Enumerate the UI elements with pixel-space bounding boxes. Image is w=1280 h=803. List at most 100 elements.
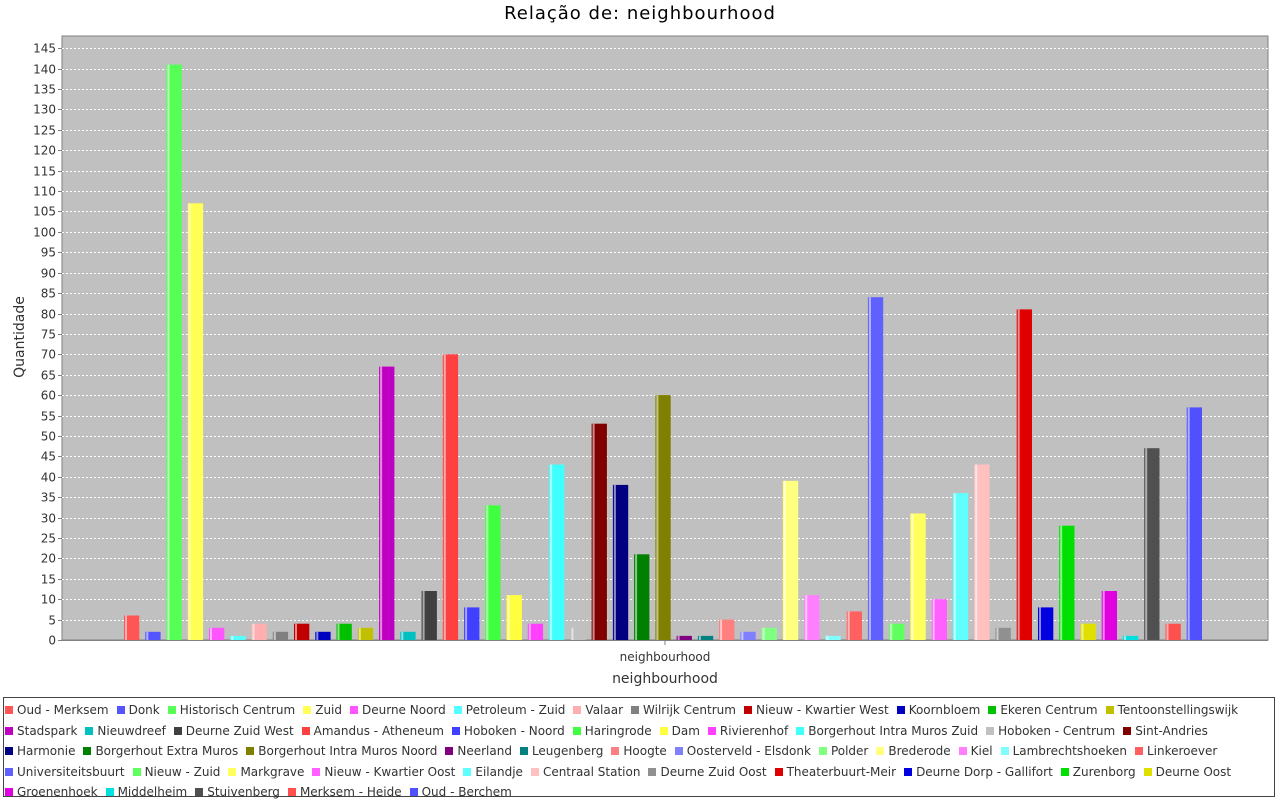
x-axis-label: neighbourhood: [612, 671, 718, 687]
bar: [846, 611, 862, 640]
legend-label: Markgrave: [240, 764, 305, 779]
legend-label: Lambrechtshoeken: [1012, 744, 1127, 759]
y-tick-label: 130: [33, 103, 56, 117]
bar-highlight: [698, 635, 701, 640]
bar: [761, 627, 777, 640]
legend-swatch: [85, 726, 94, 735]
bar: [1059, 525, 1075, 640]
legend-item: Nieuw - Zuid: [132, 762, 220, 783]
legend-item: Nieuwdreef: [85, 721, 166, 742]
bar: [145, 631, 161, 640]
legend-label: Borgerhout Extra Muros: [95, 744, 239, 759]
legend-swatch: [116, 706, 125, 715]
legend-swatch: [5, 726, 13, 735]
bar: [676, 635, 692, 640]
legend-label: Deurne Zuid Oost: [660, 764, 767, 779]
legend-item: Ekeren Centrum: [988, 700, 1098, 721]
y-tick-label: 40: [41, 471, 56, 485]
bar-highlight: [1187, 407, 1190, 640]
legend-swatch: [648, 767, 657, 776]
bar-highlight: [1081, 623, 1084, 640]
bar-highlight: [868, 297, 871, 640]
legend-item: Borgerhout Extra Muros: [83, 741, 238, 762]
legend-item: Nieuw - Kwartier West: [743, 700, 889, 721]
bar: [166, 64, 182, 641]
bar-highlight: [1145, 448, 1148, 640]
legend-item: Universiteitsbuurt: [5, 762, 125, 783]
legend-swatch: [774, 767, 783, 776]
bar: [485, 505, 501, 640]
legend-item: Deurne Noord: [350, 700, 446, 721]
legend-item: Donk: [116, 700, 160, 721]
legend-swatch: [246, 747, 255, 756]
bar: [1080, 623, 1096, 640]
legend-item: Sint-Andries: [1123, 721, 1208, 742]
bar: [315, 631, 331, 640]
legend-label: Oud - Berchem: [421, 785, 512, 800]
legend-swatch: [876, 747, 885, 756]
legend-item: Leugenberg: [519, 741, 603, 762]
legend-item: Wilrijk Centrum: [631, 700, 736, 721]
legend-swatch: [301, 726, 310, 735]
legend-label: Groenenhoek: [17, 785, 98, 800]
legend-swatch: [105, 788, 114, 797]
y-tick-label: 125: [33, 124, 56, 138]
bar-highlight: [890, 623, 893, 640]
bar-highlight: [295, 623, 297, 640]
legend-label: Nieuw - Kwartier Oost: [324, 764, 456, 779]
bar: [379, 366, 395, 640]
legend-swatch: [228, 767, 237, 776]
bar-highlight: [826, 635, 829, 640]
legend-label: Neerland: [457, 744, 512, 759]
legend-swatch: [173, 726, 182, 735]
bar: [910, 513, 926, 640]
bar: [442, 354, 459, 640]
legend-label: Universiteitsbuurt: [17, 764, 125, 779]
bar-highlight: [741, 631, 744, 640]
legend-label: Borgerhout Intra Muros Zuid: [808, 723, 979, 738]
y-tick-label: 25: [41, 532, 56, 546]
bar-highlight: [783, 480, 786, 640]
legend-swatch: [453, 706, 462, 715]
legend-swatch: [818, 747, 827, 756]
legend-item: Borgerhout Intra Muros Noord: [246, 741, 437, 762]
bar-highlight: [146, 631, 149, 640]
bar: [357, 627, 374, 640]
bar: [697, 635, 714, 640]
bar: [1101, 591, 1117, 640]
bar-highlight: [635, 554, 638, 640]
bar-highlight: [252, 623, 255, 640]
legend-label: Amandus - Atheneum: [313, 723, 444, 738]
legend-label: Wilrijk Centrum: [643, 703, 736, 718]
legend-swatch: [986, 726, 995, 735]
legend-label: Linkeroever: [1146, 744, 1218, 759]
bar: [1186, 407, 1202, 640]
legend-item: Groenenhoek: [5, 782, 98, 803]
legend-swatch: [896, 706, 905, 715]
legend-label: Nieuwdreef: [97, 723, 166, 738]
y-tick-label: 115: [33, 165, 56, 179]
bar-highlight: [1166, 623, 1169, 640]
bar: [1016, 309, 1032, 640]
chart-plot: 0 5 10 15 20 25 30 35 40 45 50 55 60 65 70 75 80 85 90 95 10…: [33, 35, 1269, 648]
bar: [974, 464, 990, 640]
bar-highlight: [188, 203, 191, 641]
legend-item: Oosterveld - Elsdonk: [674, 741, 811, 762]
legend-swatch: [167, 706, 176, 715]
legend-label: Centraal Station: [542, 764, 641, 779]
legend-label: Stadspark: [17, 723, 78, 738]
y-tick-label: 90: [41, 267, 56, 281]
bars: [124, 64, 1202, 641]
legend-label: Oud - Merksem: [17, 703, 109, 718]
bar-highlight: [337, 623, 340, 640]
bar-highlight: [231, 635, 234, 640]
legend-label: Hoboken - Centrum: [998, 723, 1116, 738]
legend-swatch: [1123, 726, 1132, 735]
bar: [124, 615, 140, 640]
legend-label: Rivierenhof: [719, 723, 789, 738]
legend-swatch: [707, 726, 716, 735]
legend-swatch: [1060, 767, 1069, 776]
legend-swatch: [743, 706, 752, 715]
legend-item: Deurne Oost: [1143, 762, 1231, 783]
bar: [251, 623, 267, 640]
